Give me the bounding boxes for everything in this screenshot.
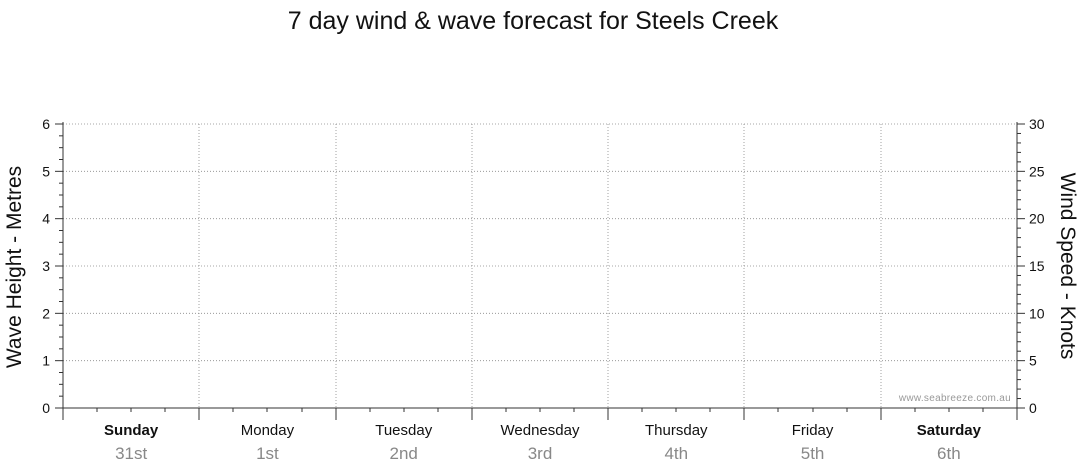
day-date-label: 5th <box>801 444 825 463</box>
left-tick-label: 4 <box>42 211 50 227</box>
day-labels: Sunday 31st Monday 1st Tuesday 2nd Wednesday 3r… <box>104 422 982 463</box>
day-name-label: Thursday <box>645 422 708 439</box>
day-date-label: 1st <box>256 444 279 463</box>
left-tick-label: 0 <box>42 400 50 416</box>
day-date-label: 6th <box>937 444 961 463</box>
day-name-label: Sunday <box>104 422 159 439</box>
day-name-label: Monday <box>241 422 295 439</box>
watermark: www.seabreeze.com.au <box>898 393 1011 404</box>
chart-title: 7 day wind & wave forecast for Steels Cr… <box>288 7 779 35</box>
right-tick-label: 20 <box>1029 211 1045 227</box>
right-tick-label: 15 <box>1029 258 1045 274</box>
day-name-label: Wednesday <box>501 422 580 439</box>
day-date-label: 3rd <box>528 444 553 463</box>
right-tick-label: 5 <box>1029 353 1037 369</box>
left-tick-label: 1 <box>42 353 50 369</box>
left-tick-label: 5 <box>42 163 50 179</box>
right-axis-title: Wind Speed - Knots <box>1056 173 1079 360</box>
right-tick-label: 25 <box>1029 163 1045 179</box>
day-date-label: 4th <box>664 444 688 463</box>
left-axis: 0 1 2 3 4 5 6 <box>42 116 63 416</box>
grid-lines <box>63 123 1017 408</box>
day-date-label: 2nd <box>390 444 418 463</box>
axes <box>62 122 1018 420</box>
right-tick-label: 0 <box>1029 400 1037 416</box>
right-tick-label: 10 <box>1029 305 1045 321</box>
left-axis-title: Wave Height - Metres <box>3 166 26 368</box>
right-tick-label: 30 <box>1029 116 1045 132</box>
day-name-label: Saturday <box>917 422 982 439</box>
day-name-label: Friday <box>792 422 834 439</box>
day-name-label: Tuesday <box>375 422 432 439</box>
left-tick-label: 6 <box>42 116 50 132</box>
right-axis: 0 5 10 15 20 25 30 <box>1017 116 1045 416</box>
day-date-label: 31st <box>115 444 147 463</box>
left-tick-label: 2 <box>42 305 50 321</box>
left-tick-label: 3 <box>42 258 50 274</box>
